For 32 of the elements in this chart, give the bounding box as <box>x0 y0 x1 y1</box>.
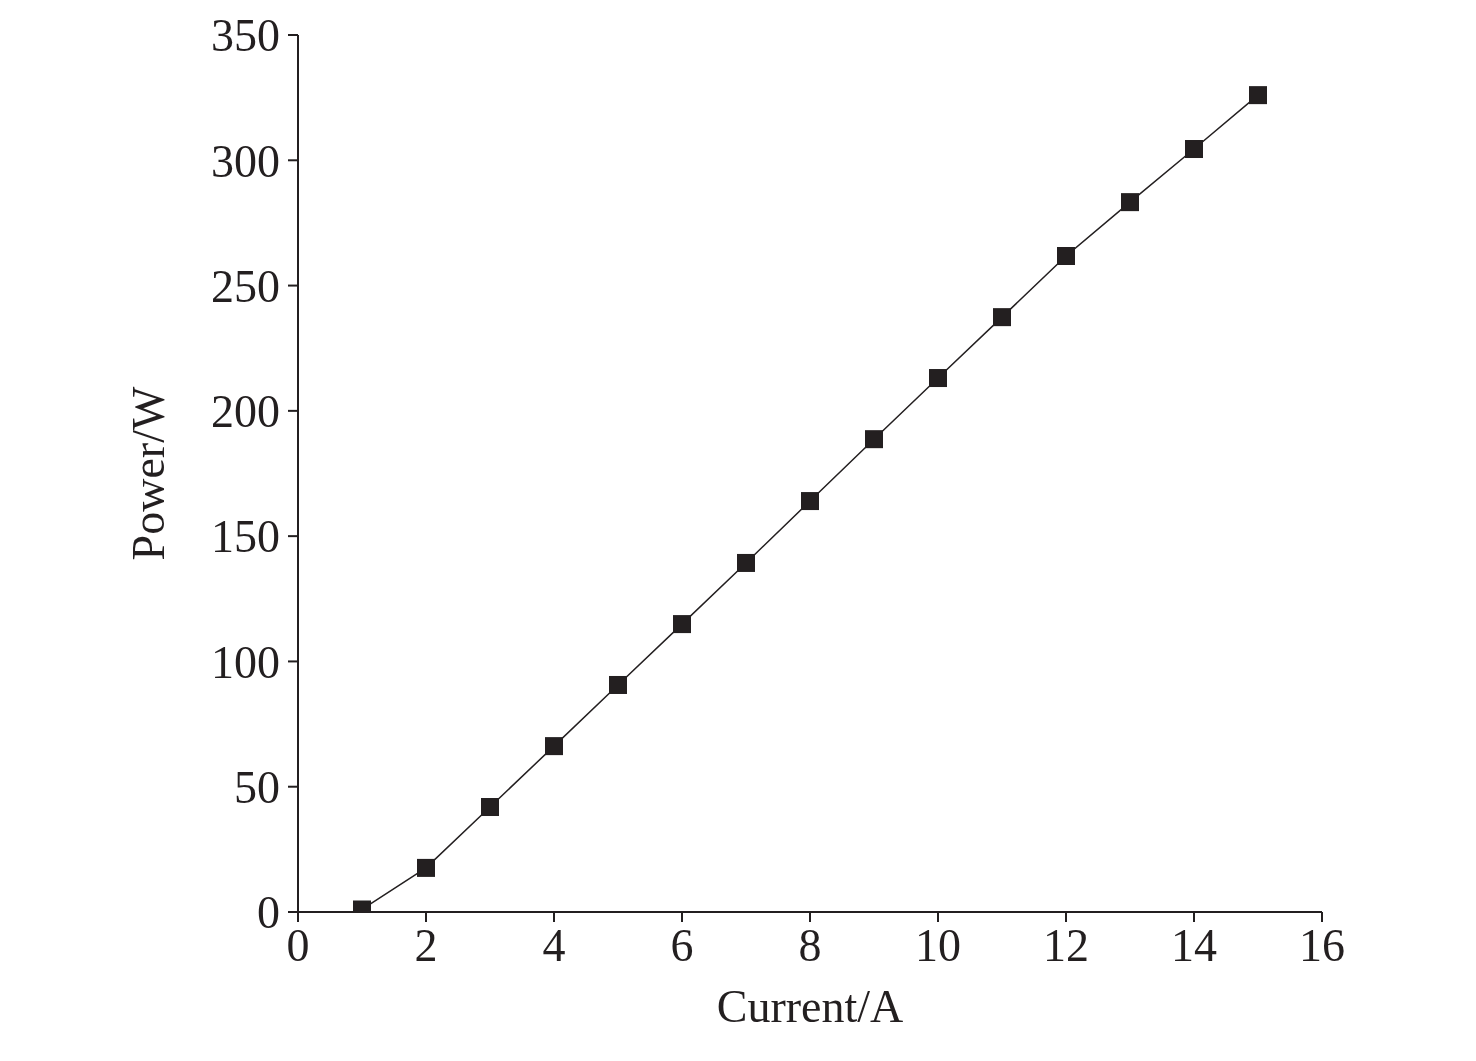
point <box>545 737 563 756</box>
x-tick-label: 10 <box>915 919 961 971</box>
point <box>609 675 627 694</box>
y-tick-label: 300 <box>211 135 280 187</box>
point <box>1185 140 1203 159</box>
y-tick-label: 350 <box>211 10 280 62</box>
point <box>865 430 883 449</box>
point <box>481 798 499 817</box>
y-tick-label: 150 <box>211 511 280 563</box>
point <box>1057 247 1075 265</box>
x-tick-label: 12 <box>1043 919 1089 971</box>
point <box>673 615 691 634</box>
y-tick-label: 0 <box>257 887 280 939</box>
point <box>1249 86 1267 105</box>
x-tick-label: 6 <box>670 919 694 971</box>
x-axis-title: Current/A <box>716 981 904 1032</box>
y-tick-label: 50 <box>234 762 280 814</box>
point <box>929 369 947 388</box>
point <box>1121 193 1139 212</box>
x-tick-label: 4 <box>542 919 566 971</box>
x-tick-label: 8 <box>798 919 822 971</box>
point <box>993 308 1011 327</box>
y-tick-label: 250 <box>211 260 280 312</box>
point <box>737 553 755 572</box>
x-tick-label: 2 <box>414 919 438 971</box>
y-tick-label: 200 <box>211 386 280 438</box>
point <box>801 492 819 511</box>
point <box>417 858 435 877</box>
x-tick-label: 16 <box>1299 919 1345 971</box>
x-tick-label: 14 <box>1171 919 1217 971</box>
y-tick-label: 100 <box>211 636 280 688</box>
y-axis-title: Power/W <box>123 386 175 561</box>
